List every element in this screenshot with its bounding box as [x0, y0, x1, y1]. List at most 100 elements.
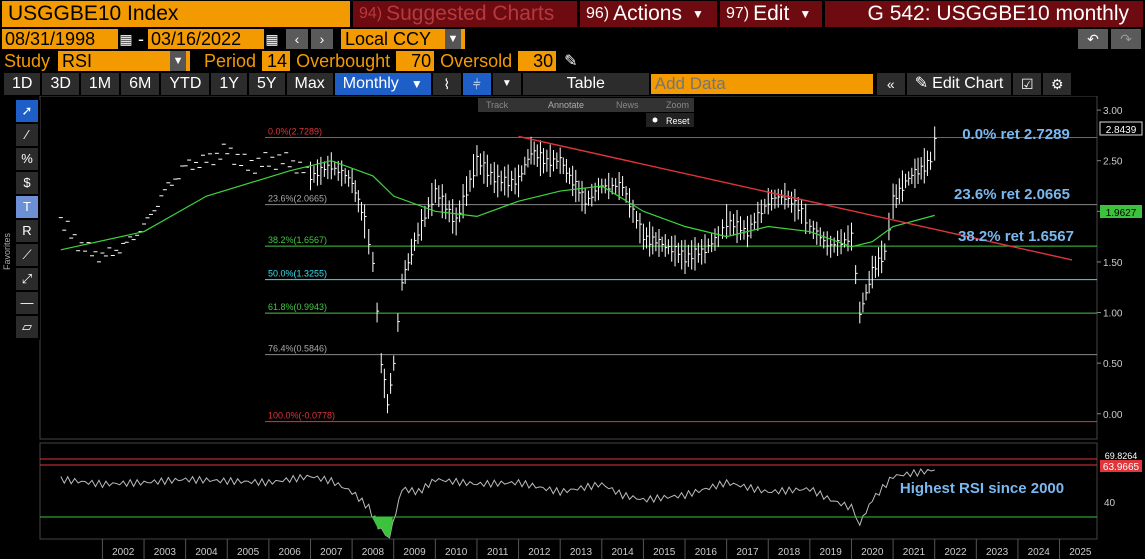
fib-label-4: 61.8%(0.9943)	[268, 302, 327, 312]
chevron-down-icon: ▼	[410, 77, 423, 91]
header-bar: USGGBE10 Index 94) Suggested Charts 96) …	[0, 0, 1145, 28]
fib-label-6: 100.0%(-0.0778)	[268, 411, 335, 421]
rsi-overbought-tag	[1100, 450, 1142, 460]
range-3d[interactable]: 3D	[42, 73, 79, 95]
range-6m[interactable]: 6M	[121, 73, 160, 95]
favorites-tab[interactable]: Favorites	[2, 232, 12, 270]
suggested-charts-label: Suggested Charts	[386, 2, 555, 25]
drawing-toolbar: ➚ ∕ % $ T R ⟋ ⤢ ― ▱	[16, 100, 40, 340]
edit-menu[interactable]: 97) Edit ▼	[720, 1, 822, 27]
xtick-7: 2009	[403, 547, 426, 558]
xtick-0: 2002	[112, 547, 135, 558]
currency-select[interactable]: Local CCY ▼	[341, 29, 465, 49]
study-value: RSI	[62, 51, 93, 71]
suggested-charts-button[interactable]: 94) Suggested Charts	[353, 1, 577, 27]
xtick-13: 2015	[653, 547, 676, 558]
collapse-icon[interactable]: «	[876, 73, 905, 95]
table-button[interactable]: Table	[522, 73, 649, 95]
xtick-3: 2005	[237, 547, 260, 558]
calendar-icon[interactable]: ▦	[264, 29, 280, 49]
chevron-down-icon[interactable]: ▼	[492, 73, 521, 95]
trend-icon[interactable]: ⟋	[16, 244, 38, 266]
horizontal-line-icon[interactable]: ―	[16, 292, 38, 314]
xtick-11: 2013	[570, 547, 593, 558]
xtick-22: 2024	[1028, 547, 1051, 558]
actions-label: Actions	[613, 2, 682, 25]
ticker-field[interactable]: USGGBE10 Index	[2, 1, 350, 27]
add-data-input[interactable]	[650, 74, 873, 94]
zoom-button[interactable]: Zoom	[666, 100, 689, 110]
frequency-select[interactable]: Monthly ▼	[334, 73, 431, 95]
xtick-17: 2019	[820, 547, 843, 558]
xtick-9: 2011	[487, 547, 509, 558]
range-max[interactable]: Max	[286, 73, 333, 95]
reset-icon	[652, 117, 658, 123]
fib-annotation-0: 0.0% ret 2.7289	[962, 126, 1070, 143]
xtick-16: 2018	[778, 547, 801, 558]
rsi-ytick-40: 40	[1104, 498, 1116, 509]
moving-average-line	[60, 160, 935, 251]
pencil-icon[interactable]: ✎	[564, 53, 578, 70]
start-date-input[interactable]: 08/31/1998	[2, 29, 118, 49]
overbought-label: Overbought	[296, 50, 391, 71]
retracement-icon[interactable]: R	[16, 220, 38, 242]
xtick-6: 2008	[362, 547, 385, 558]
xtick-19: 2021	[903, 547, 926, 558]
rsi-last-tag	[1100, 460, 1142, 472]
draw-line-icon[interactable]: ∕	[16, 124, 38, 146]
undo-icon[interactable]: ↶	[1078, 29, 1108, 49]
fib-annotation-1: 23.6% ret 2.0665	[954, 186, 1070, 203]
rsi-last-label: 63.9665	[1103, 462, 1140, 473]
reset-button[interactable]: Reset	[666, 116, 690, 126]
study-select[interactable]: RSI ▼	[58, 51, 191, 71]
fib-annotation-2: 38.2% ret 1.6567	[958, 228, 1074, 245]
xtick-8: 2010	[445, 547, 468, 558]
text-icon[interactable]: T	[16, 196, 38, 218]
currency-value: Local CCY	[345, 29, 432, 49]
rsi-oversold-fill	[371, 517, 393, 538]
oversold-input[interactable]: 30	[518, 51, 557, 71]
xtick-15: 2017	[736, 547, 759, 558]
oversold-label: Oversold	[440, 50, 513, 71]
actions-menu[interactable]: 96) Actions ▼	[580, 1, 717, 27]
line-chart-icon[interactable]: ⌇	[432, 73, 461, 95]
overbought-input[interactable]: 70	[396, 51, 435, 71]
track-button[interactable]: Track	[486, 100, 509, 110]
xtick-2: 2004	[195, 547, 218, 558]
ma-value-label: 1.9627	[1106, 208, 1137, 219]
edit-chart-button[interactable]: ✎ Edit Chart	[906, 73, 1012, 95]
period-input[interactable]: 14	[262, 51, 291, 71]
chevron-down-icon: ▼	[799, 7, 812, 21]
range-1y[interactable]: 1Y	[211, 73, 247, 95]
annotate-button[interactable]: Annotate	[548, 100, 584, 110]
dollar-icon[interactable]: $	[16, 172, 38, 194]
range-1m[interactable]: 1M	[80, 73, 120, 95]
gear-icon[interactable]: ⚙	[1043, 73, 1072, 95]
edit-label: Edit	[753, 2, 790, 25]
overlay-toolbar	[478, 98, 694, 112]
news-button[interactable]: News	[616, 100, 639, 110]
chevron-left-icon[interactable]: ‹	[286, 29, 308, 49]
range-1d[interactable]: 1D	[4, 73, 41, 95]
pencil-icon: ✎	[914, 75, 929, 92]
fib-label-3: 50.0%(1.3255)	[268, 269, 327, 279]
actions-number: 96)	[586, 5, 610, 22]
band-icon[interactable]: ▱	[16, 316, 38, 338]
chevron-right-icon[interactable]: ›	[311, 29, 333, 49]
cursor-icon[interactable]: ➚	[16, 100, 38, 122]
xtick-12: 2014	[611, 547, 634, 558]
calendar-icon[interactable]: ▦	[118, 29, 134, 49]
channel-icon[interactable]: ⤢	[16, 268, 38, 290]
range-5y[interactable]: 5Y	[248, 73, 285, 95]
chart-area[interactable]: 0.0%(2.7289) 23.6%(2.0665) 38.2%(1.6567) 50…	[0, 96, 1145, 559]
bar-chart-icon[interactable]: ⫩	[462, 73, 491, 95]
end-date-input[interactable]: 03/16/2022	[148, 29, 264, 49]
percent-icon[interactable]: %	[16, 148, 38, 170]
chart-edit-icon[interactable]: ☑	[1013, 73, 1042, 95]
range-ytd[interactable]: YTD	[161, 73, 210, 95]
xtick-20: 2022	[944, 547, 967, 558]
chevron-down-icon: ▼	[692, 7, 704, 21]
xtick-14: 2016	[695, 547, 718, 558]
rsi-line	[60, 467, 935, 539]
redo-icon[interactable]: ↷	[1111, 29, 1141, 49]
